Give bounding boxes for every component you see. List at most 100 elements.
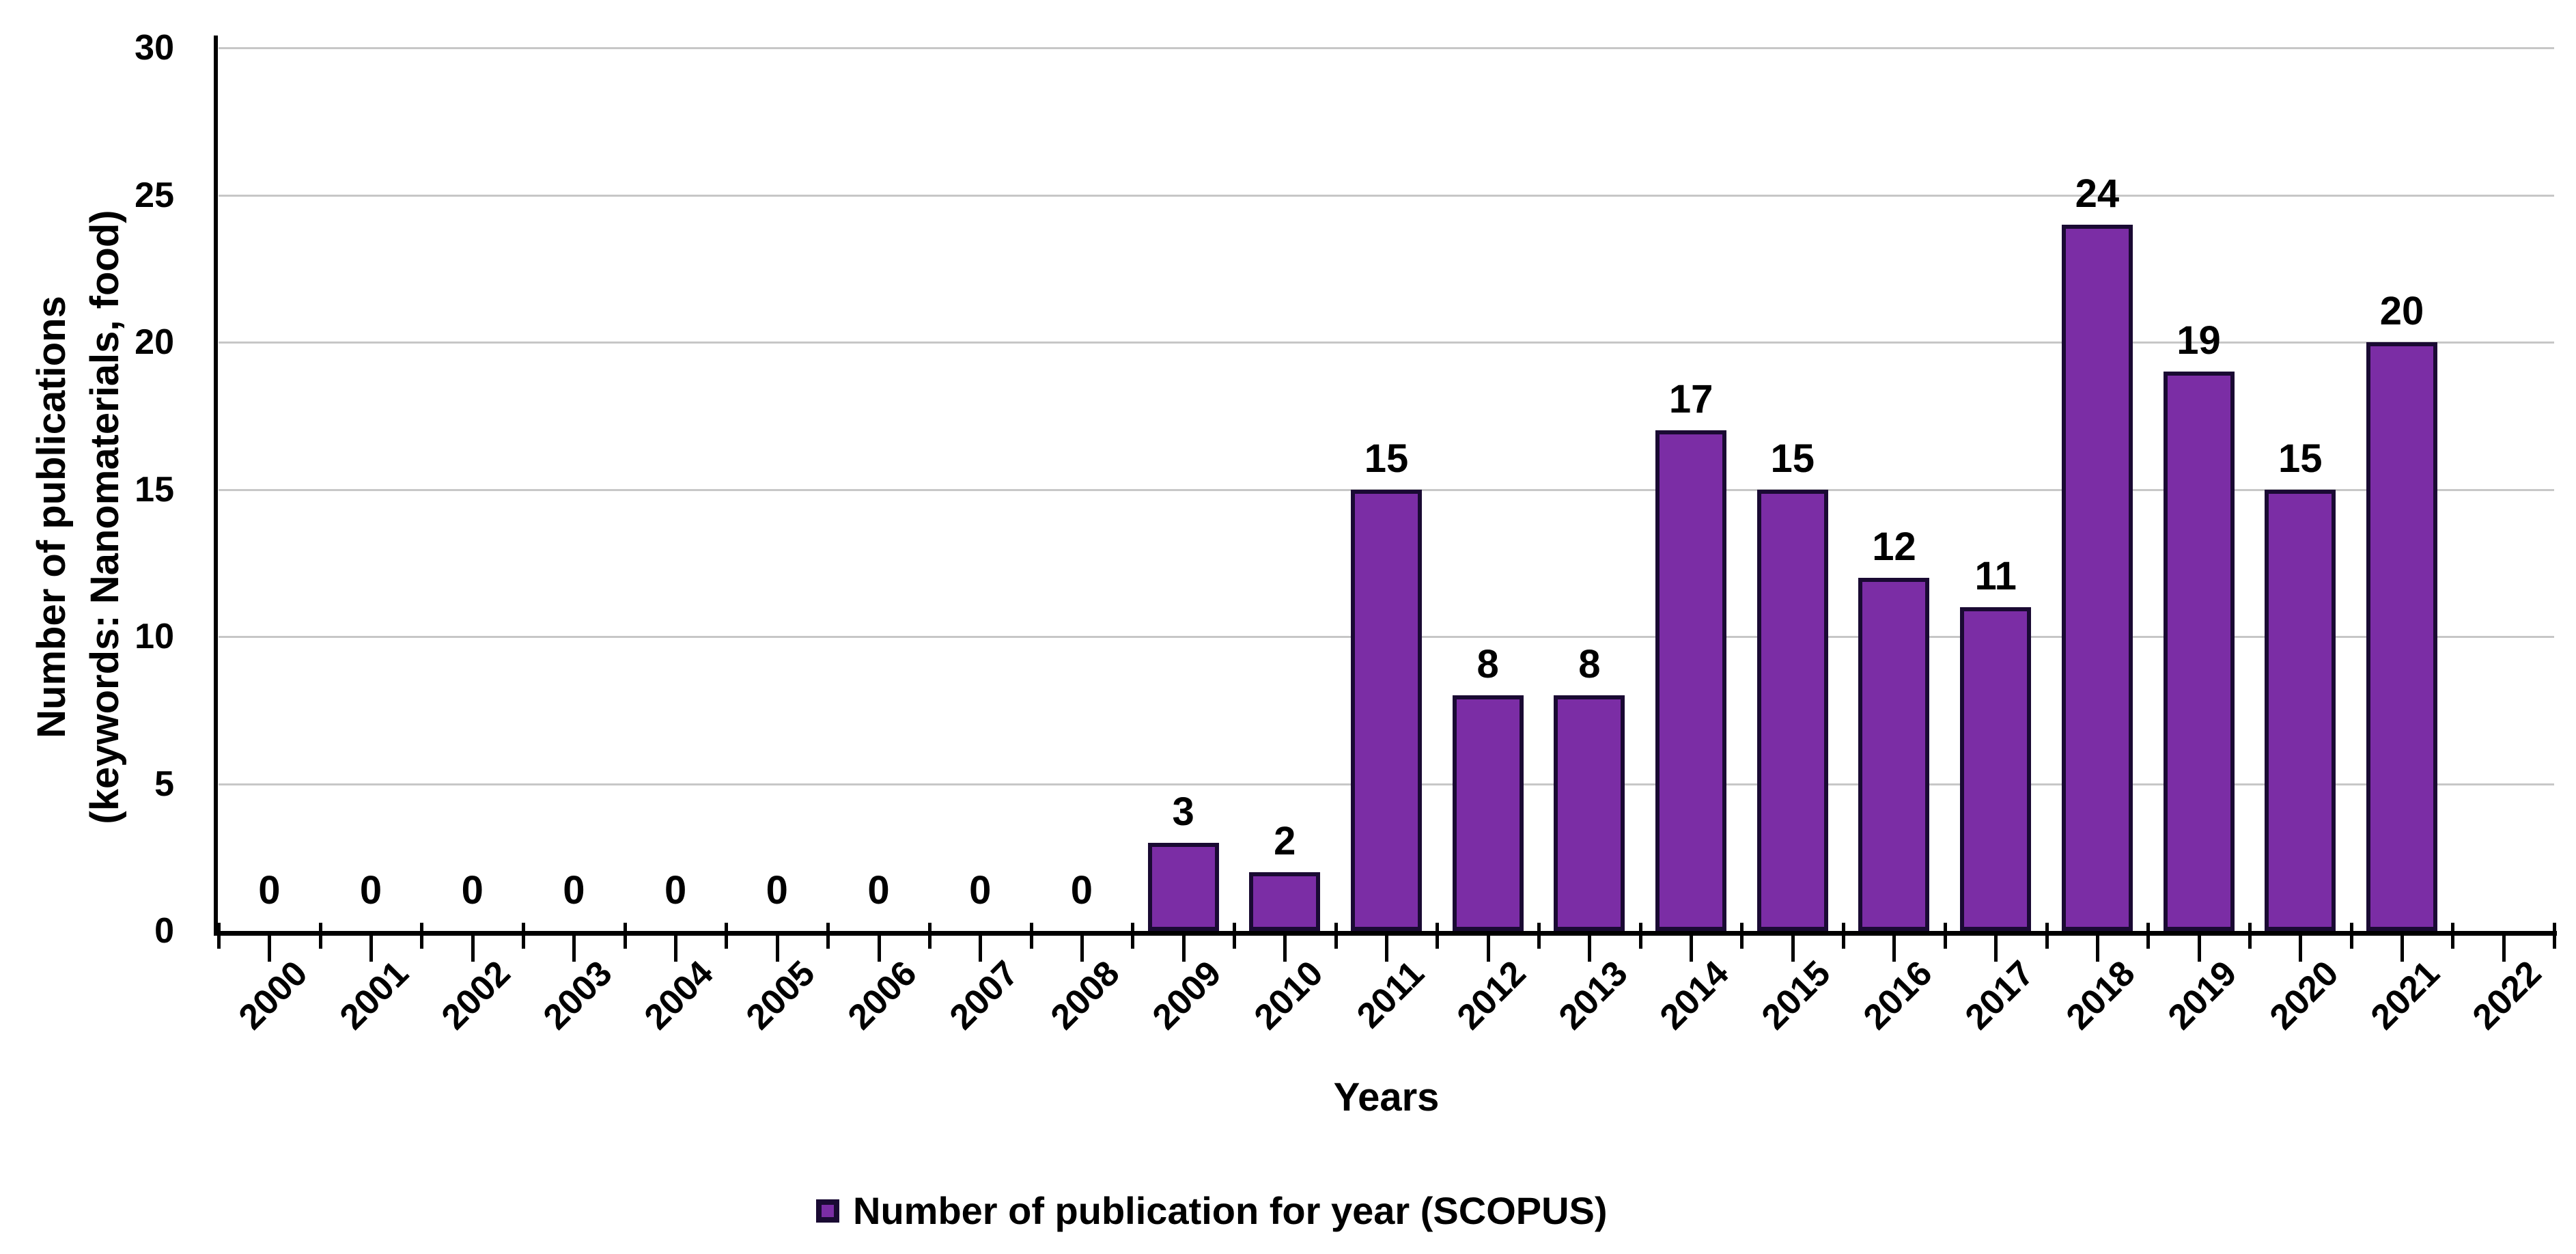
bar-2020 [2265, 489, 2336, 931]
bar-value-label-2019: 19 [2176, 318, 2221, 363]
x-tick-label-2002: 2002 [434, 953, 518, 1037]
x-axis-line [216, 931, 2557, 936]
x-tick-label-2018: 2018 [2058, 953, 2143, 1037]
x-tick-label-2008: 2008 [1043, 953, 1128, 1037]
x-axis-center-tick-2017 [1994, 931, 1998, 962]
legend-label: Number of publication for year (SCOPUS) [853, 1189, 1608, 1232]
x-axis-center-tick-2015 [1791, 931, 1795, 962]
x-axis-boundary-tick-11 [1334, 923, 1338, 949]
x-axis-center-tick-2003 [572, 931, 576, 962]
bar-2009 [1147, 842, 1219, 931]
x-axis-center-tick-2008 [1080, 931, 1084, 962]
x-axis-boundary-tick-12 [1436, 923, 1440, 949]
x-axis-center-tick-2019 [2197, 931, 2201, 962]
y-axis-title-line2: (keywords: Nanomaterials, food) [83, 210, 128, 824]
x-axis-boundary-tick-2 [420, 923, 424, 949]
x-axis-boundary-tick-8 [1029, 923, 1033, 949]
x-axis-boundary-tick-18 [2045, 923, 2049, 949]
x-tick-label-2021: 2021 [2364, 953, 2448, 1037]
bar-2011 [1351, 489, 1422, 931]
bar-value-label-2017: 11 [1974, 553, 2017, 598]
x-axis-boundary-tick-19 [2146, 923, 2151, 949]
x-tick-label-2016: 2016 [1856, 953, 1940, 1037]
y-axis-line [214, 36, 218, 936]
x-tick-label-2004: 2004 [637, 953, 722, 1037]
bar-value-label-2002: 0 [461, 868, 484, 912]
bar-value-label-2016: 12 [1872, 524, 1916, 569]
x-tick-label-2003: 2003 [535, 953, 620, 1037]
bar-2019 [2163, 372, 2235, 931]
x-axis-boundary-tick-16 [1842, 923, 1846, 949]
bar-2010 [1249, 872, 1321, 931]
x-tick-label-2011: 2011 [1349, 953, 1432, 1036]
x-axis-boundary-tick-7 [927, 923, 932, 949]
x-tick-label-2001: 2001 [333, 953, 417, 1037]
y-axis-title-line1: Number of publications [29, 296, 74, 738]
x-axis-center-tick-2005 [775, 931, 779, 962]
bar-value-label-2010: 2 [1274, 818, 1296, 863]
x-axis-center-tick-2002 [471, 931, 475, 962]
x-axis-boundary-tick-14 [1638, 923, 1642, 949]
x-axis-center-tick-2006 [877, 931, 881, 962]
bar-2018 [2061, 224, 2133, 931]
bar-value-label-2012: 8 [1476, 642, 1499, 687]
bar-value-label-2000: 0 [258, 868, 281, 912]
x-axis-center-tick-2014 [1690, 931, 1694, 962]
x-axis-center-tick-2001 [369, 931, 374, 962]
y-tick-label-15: 15 [135, 469, 174, 510]
bar-2014 [1655, 430, 1727, 931]
x-axis-center-tick-2010 [1283, 931, 1287, 962]
x-tick-label-2022: 2022 [2465, 953, 2549, 1037]
x-axis-boundary-tick-10 [1232, 923, 1236, 949]
x-tick-label-2006: 2006 [840, 953, 925, 1037]
x-axis-center-tick-2009 [1181, 931, 1186, 962]
x-axis-boundary-tick-23 [2553, 923, 2556, 949]
x-tick-label-2020: 2020 [2262, 953, 2347, 1037]
x-tick-label-2013: 2013 [1551, 953, 1636, 1037]
x-axis-center-tick-2018 [2095, 931, 2099, 962]
x-axis-center-tick-2021 [2400, 931, 2404, 962]
y-axis-title: Number of publications (keywords: Nanoma… [25, 5, 155, 1029]
y-tick-label-5: 5 [154, 764, 174, 804]
bar-value-label-2006: 0 [867, 868, 890, 912]
gridline-25 [219, 194, 2554, 197]
bar-value-label-2007: 0 [969, 868, 992, 912]
bar-value-label-2014: 17 [1668, 377, 1713, 422]
bar-2016 [1858, 577, 1930, 931]
x-axis-title: Years [1333, 1075, 1440, 1119]
legend: Number of publication for year (SCOPUS) [816, 1192, 1608, 1230]
y-tick-label-20: 20 [135, 322, 174, 362]
y-tick-label-30: 30 [135, 28, 174, 68]
x-axis-center-tick-2022 [2502, 931, 2506, 962]
gridline-30 [219, 47, 2554, 49]
bar-2017 [1960, 607, 2032, 931]
x-axis-boundary-tick-13 [1537, 923, 1541, 949]
x-axis-boundary-tick-5 [725, 923, 729, 949]
x-axis-center-tick-2012 [1486, 931, 1490, 962]
x-axis-boundary-tick-3 [522, 923, 526, 949]
bar-value-label-2020: 15 [2278, 436, 2323, 481]
bar-value-label-2008: 0 [1070, 868, 1093, 912]
x-tick-label-2015: 2015 [1754, 953, 1838, 1037]
x-tick-label-2019: 2019 [2160, 953, 2245, 1037]
bar-value-label-2021: 20 [2379, 289, 2424, 333]
x-axis-boundary-tick-15 [1740, 923, 1744, 949]
y-tick-label-10: 10 [135, 617, 174, 656]
y-tick-label-25: 25 [135, 175, 174, 215]
x-axis-center-tick-2016 [1892, 931, 1896, 962]
bar-value-label-2005: 0 [766, 868, 788, 912]
x-tick-label-2012: 2012 [1449, 953, 1534, 1037]
bar-value-label-2003: 0 [563, 868, 585, 912]
x-axis-center-tick-2000 [268, 931, 272, 962]
bar-2013 [1554, 695, 1625, 931]
legend-marker-square [816, 1199, 839, 1223]
x-axis-boundary-tick-9 [1131, 923, 1135, 949]
x-tick-label-2007: 2007 [942, 953, 1026, 1037]
bar-2021 [2366, 342, 2437, 931]
x-tick-label-2000: 2000 [231, 953, 316, 1037]
x-axis-boundary-tick-4 [623, 923, 627, 949]
x-axis-boundary-tick-22 [2451, 923, 2455, 949]
bar-value-label-2015: 15 [1770, 436, 1815, 481]
x-axis-boundary-tick-20 [2248, 923, 2252, 949]
bar-2015 [1756, 489, 1828, 931]
